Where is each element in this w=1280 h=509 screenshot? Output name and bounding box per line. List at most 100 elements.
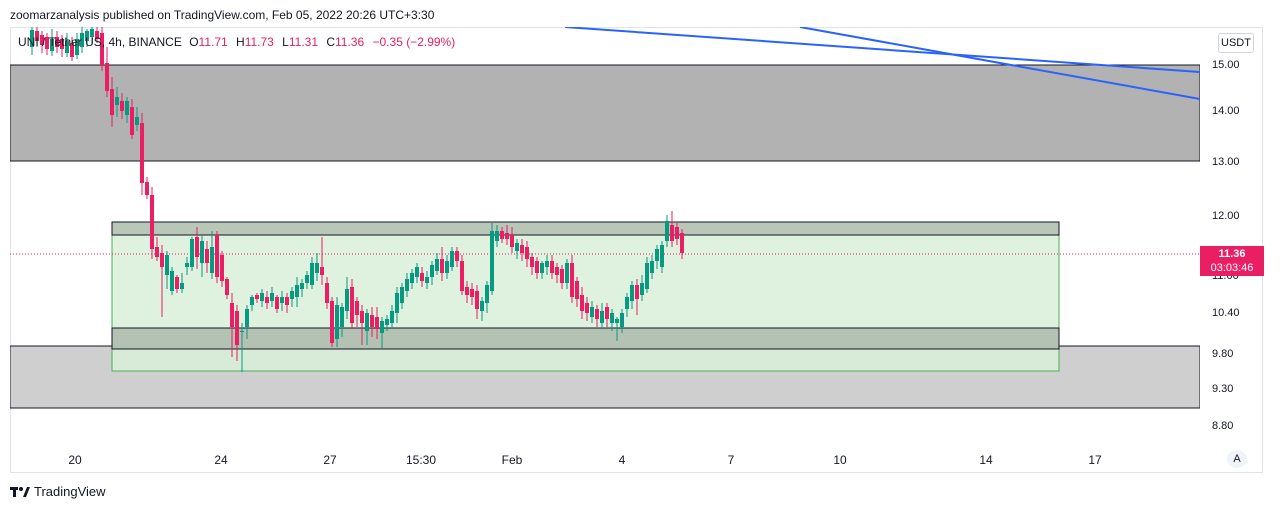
candle-body <box>75 39 79 55</box>
low-label: L <box>282 35 289 49</box>
range-top-band <box>111 221 1060 236</box>
candle-body <box>590 307 594 317</box>
candle-body <box>40 35 44 45</box>
candle-body <box>105 63 109 91</box>
candle-body <box>30 30 34 47</box>
price-axis-label: 13.00 <box>1212 156 1240 168</box>
candle-body <box>600 311 604 323</box>
candle-body <box>665 221 669 241</box>
candle-body <box>435 259 439 271</box>
change-value: −0.35 (−2.99%) <box>372 35 456 49</box>
candle-body <box>380 321 384 333</box>
candle-body <box>475 291 479 309</box>
candle-body <box>300 283 304 289</box>
candle-body <box>440 259 444 273</box>
time-axis-label: 27 <box>323 453 337 467</box>
candle-body <box>525 247 529 259</box>
candle-body <box>415 267 419 277</box>
candle-body <box>350 287 354 323</box>
candle-body <box>480 301 484 311</box>
currency-button[interactable]: USDT <box>1218 33 1254 53</box>
candle-body <box>215 235 219 277</box>
candle-body <box>485 285 489 303</box>
candle-body <box>130 107 134 135</box>
tradingview-brand[interactable]: TradingView <box>10 484 106 499</box>
candle-body <box>605 307 609 319</box>
candle-body <box>410 273 414 283</box>
time-axis-label: 15:30 <box>405 453 437 467</box>
candle-body <box>85 31 89 41</box>
candle-body <box>460 261 464 291</box>
candle-body <box>610 313 614 323</box>
candle-body <box>355 301 359 315</box>
candle-body <box>285 297 289 305</box>
auto-scale-button[interactable]: A <box>1227 450 1247 468</box>
candle-body <box>555 267 559 275</box>
candle-body <box>320 267 324 275</box>
candle-body <box>180 283 184 289</box>
time-axis-label: 10 <box>833 453 847 467</box>
candle-body <box>280 297 284 303</box>
candle-body <box>560 269 564 283</box>
candle-body <box>655 249 659 261</box>
candle-body <box>595 309 599 319</box>
candle-body <box>325 283 329 303</box>
candle-body <box>335 305 339 339</box>
candle-body <box>60 39 64 49</box>
candle-body <box>185 263 189 267</box>
candle-body <box>540 263 544 273</box>
candle-body <box>430 265 434 277</box>
candle-body <box>225 279 229 295</box>
close-value: 11.36 <box>335 35 365 49</box>
candle-body <box>175 277 179 289</box>
price-axis-label: 15.00 <box>1212 59 1240 71</box>
candle-body <box>650 261 654 273</box>
time-axis-label: 17 <box>1088 453 1102 467</box>
candle-body <box>210 247 214 273</box>
time-axis-label: 24 <box>214 453 228 467</box>
publisher-line: zoomarzanalysis published on TradingView… <box>10 8 435 22</box>
price-axis-label: 9.80 <box>1212 348 1234 360</box>
tradingview-logo-icon <box>10 486 30 497</box>
price-axis-label: 12.00 <box>1212 210 1240 222</box>
candle-body <box>620 313 624 327</box>
candle-body <box>310 263 314 285</box>
candle-body <box>470 289 474 297</box>
candle-body <box>220 255 224 281</box>
candle-body <box>570 263 574 297</box>
candle-body <box>630 285 634 301</box>
trendline-upper <box>564 27 1200 73</box>
candle-body <box>80 33 84 47</box>
candle-body <box>445 261 449 273</box>
close-label: C <box>326 35 336 49</box>
resistance-zone <box>10 64 1200 162</box>
candle-body <box>150 195 154 249</box>
bar-countdown: 03:03:46 <box>1210 262 1254 274</box>
open-value: 11.71 <box>198 35 228 49</box>
time-axis-label: 4 <box>618 453 626 467</box>
price-plot[interactable] <box>10 27 1200 452</box>
candle-body <box>45 37 49 49</box>
candle-body <box>230 303 234 327</box>
high-value: 11.73 <box>244 35 274 49</box>
candle-body <box>305 275 309 283</box>
candle-body <box>120 101 124 111</box>
candle-body <box>110 89 114 115</box>
candle-body <box>395 293 399 313</box>
candle-body <box>160 253 164 267</box>
price-axis-label: 9.30 <box>1212 383 1234 395</box>
trendline-lower <box>799 27 1200 100</box>
candle-body <box>290 291 294 299</box>
candle-body <box>70 43 74 57</box>
price-axis-label: 10.40 <box>1212 307 1240 319</box>
symbol-title[interactable]: UNI / Tether US, 4h, BINANCE <box>18 35 182 49</box>
candle-body <box>385 319 389 325</box>
time-axis-label: 7 <box>727 453 735 467</box>
candle-body <box>360 311 364 323</box>
range-box <box>111 233 1060 372</box>
candle-body <box>375 317 379 329</box>
candle-body <box>535 261 539 273</box>
candle-body <box>420 273 424 281</box>
candle-body <box>425 277 429 283</box>
candle-body <box>200 241 204 263</box>
